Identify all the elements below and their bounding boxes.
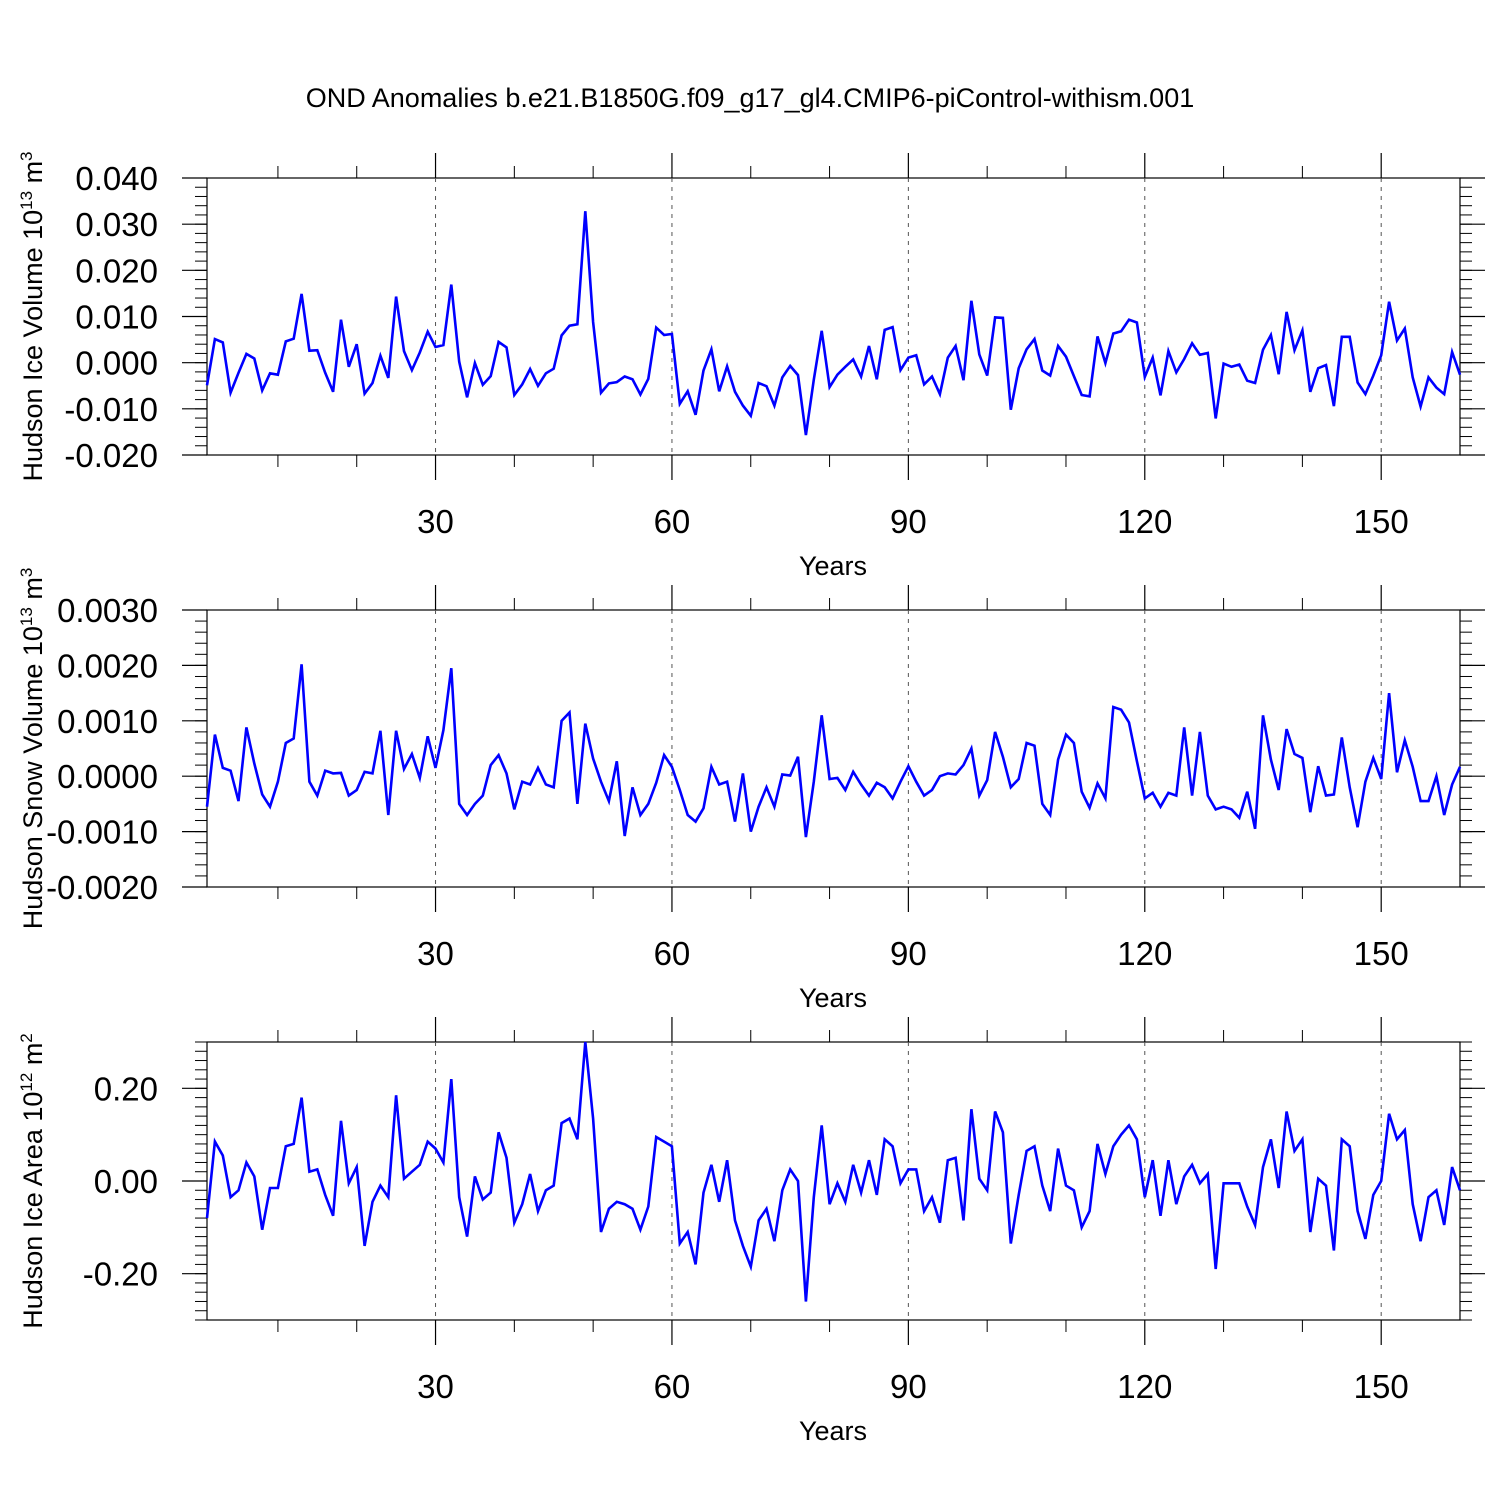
y-tick-label: 0.0010 [57, 703, 158, 740]
y-tick-label: 0.030 [75, 206, 158, 243]
y-tick-label: -0.20 [83, 1256, 158, 1293]
y-tick-label: 0.020 [75, 252, 158, 289]
y-label-exponent: 13 [17, 191, 36, 210]
y-label-unit-exponent: 2 [17, 1033, 36, 1042]
y-tick-label: 0.000 [75, 345, 158, 382]
series-line [205, 664, 1462, 838]
panel-1: 30 60 90 120 150 -0.020 -0.010 0.000 0.010 0.020 0… [17, 151, 1485, 581]
y-label-main: Hudson Ice Volume 10 [18, 210, 48, 482]
x-tick-label: 120 [1117, 503, 1172, 540]
x-tick-label: 60 [654, 1368, 691, 1405]
x-axis-label: Years [799, 1416, 867, 1446]
x-tick-label: 90 [890, 1368, 927, 1405]
panels-container: 30 60 90 120 150 -0.020 -0.010 0.000 0.010 0.020 0… [17, 151, 1485, 1446]
x-tick-label: 30 [417, 1368, 454, 1405]
y-axis-label: Hudson Snow Volume 1013 m3 [17, 568, 48, 930]
chart-title: OND Anomalies b.e21.B1850G.f09_g17_gl4.C… [306, 83, 1194, 113]
y-axis-label: Hudson Ice Area 1012 m2 [17, 1033, 48, 1329]
plot-frame [206, 609, 1461, 888]
x-tick-label: 120 [1117, 1368, 1172, 1405]
y-axis-label: Hudson Ice Volume 1013 m3 [17, 151, 48, 481]
x-tick-label: 150 [1354, 935, 1409, 972]
plot-frame [206, 1041, 1461, 1321]
y-label-main: Hudson Ice Area 10 [18, 1092, 48, 1329]
panel-3: 30 60 90 120 150 -0.20 0.00 0.20 Years Hudson Ice… [17, 1017, 1485, 1446]
y-tick-label: 0.0020 [57, 647, 158, 684]
y-label-unit-exponent: 3 [17, 151, 36, 160]
y-tick-label: 0.040 [75, 160, 158, 197]
x-tick-label: 90 [890, 935, 927, 972]
x-tick-label: 150 [1354, 503, 1409, 540]
x-axis-label: Years [799, 551, 867, 581]
y-label-unit: m [18, 1043, 48, 1073]
x-tick-label: 60 [654, 935, 691, 972]
y-label-exponent: 13 [17, 607, 36, 626]
y-tick-label: -0.010 [64, 391, 158, 428]
x-tick-label: 30 [417, 935, 454, 972]
panel-2: 30 60 90 120 150 -0.0020 -0.0010 0.0000 0.0010 0.… [17, 568, 1485, 1013]
y-tick-label: 0.010 [75, 299, 158, 336]
y-label-unit: m [18, 577, 48, 607]
x-axis-label: Years [799, 983, 867, 1013]
x-tick-label: 150 [1354, 1368, 1409, 1405]
y-label-exponent: 12 [17, 1073, 36, 1092]
x-tick-label: 30 [417, 503, 454, 540]
x-tick-label: 120 [1117, 935, 1172, 972]
y-label-main: Hudson Snow Volume 10 [18, 626, 48, 929]
y-tick-label: 0.0030 [57, 592, 158, 629]
series-line [205, 1041, 1462, 1302]
y-label-unit: m [18, 161, 48, 191]
y-tick-label: 0.00 [94, 1163, 158, 1200]
x-tick-label: 60 [654, 503, 691, 540]
y-label-unit-exponent: 3 [17, 568, 36, 577]
y-tick-label: 0.20 [94, 1070, 158, 1107]
y-tick-label: -0.0010 [46, 814, 158, 851]
x-tick-label: 90 [890, 503, 927, 540]
y-tick-label: -0.020 [64, 437, 158, 474]
series-line [205, 211, 1462, 436]
y-tick-label: 0.0000 [57, 758, 158, 795]
y-tick-label: -0.0020 [46, 869, 158, 906]
